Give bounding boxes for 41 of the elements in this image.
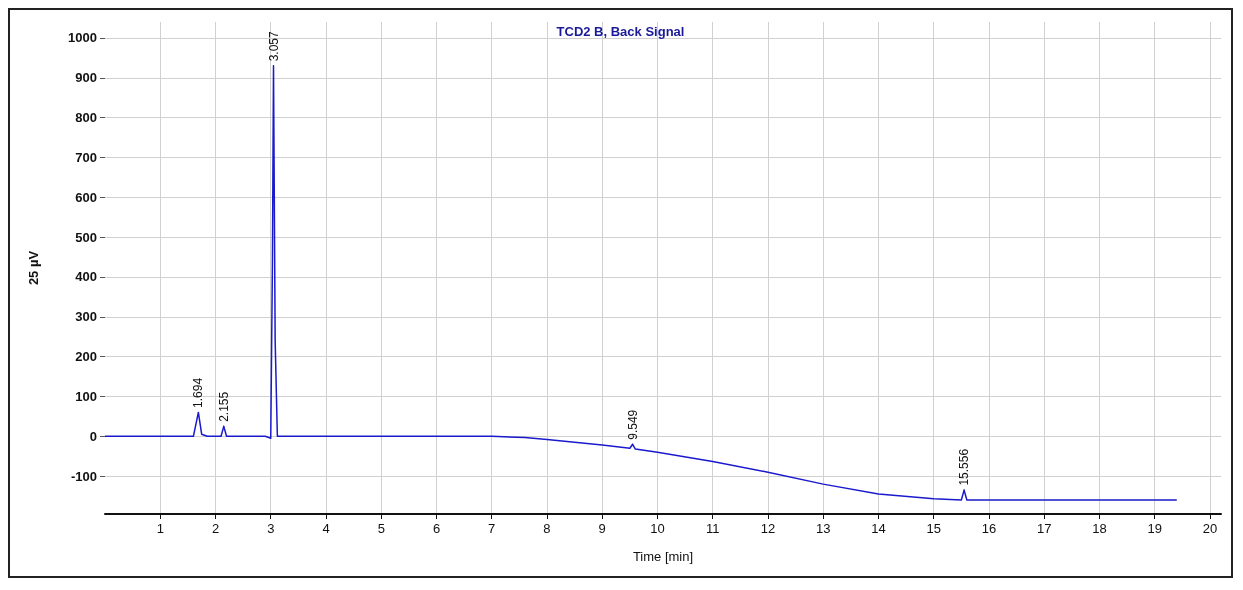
x-tick-label: 14 (871, 521, 886, 536)
annotation: 9.549 (625, 409, 640, 440)
x-tick-label: 19 (1147, 521, 1162, 536)
y-tick-label: 200 (75, 349, 97, 365)
x-tick-label: 1 (156, 521, 164, 536)
x-tick-label: 20 (1202, 521, 1218, 536)
annotation: 2.155 (216, 391, 231, 422)
x-tick-label: 10 (650, 521, 665, 536)
x-tick-label: 12 (760, 521, 776, 536)
x-tick-label: 6 (432, 521, 441, 536)
x-tick-label: 5 (377, 521, 385, 536)
y-tick-label: 400 (75, 269, 97, 285)
x-tick-label: 16 (981, 521, 997, 536)
x-tick-label: 7 (488, 521, 496, 536)
annotation: 15.556 (957, 448, 972, 486)
x-tick-label: 9 (598, 521, 606, 536)
line-series (104, 65, 1178, 501)
y-tick-label: 900 (75, 70, 97, 86)
y-tick-label: 800 (75, 110, 97, 126)
x-tick-label: 17 (1036, 521, 1052, 536)
y-tick-label: 100 (75, 388, 97, 404)
x-tick-label: 15 (926, 521, 941, 536)
y-tick-label: -100 (70, 468, 97, 484)
y-tick-label: 600 (75, 189, 97, 205)
annotation: 3.057 (266, 30, 281, 62)
x-tick-label: 2 (211, 521, 220, 536)
x-tick-label: 3 (267, 521, 275, 536)
y-tick-label: 700 (75, 149, 97, 165)
y-axis-title: 25 µV (26, 250, 41, 286)
x-tick-label: 11 (705, 521, 720, 536)
y-tick-label: 0 (89, 428, 97, 444)
x-axis-title: Time [min] (632, 549, 694, 564)
y-tick-label: 1000 (68, 30, 97, 46)
y-tick-label: 300 (75, 309, 97, 325)
x-tick-label: 13 (815, 521, 831, 536)
x-tick-label: 18 (1092, 521, 1107, 536)
chart-title: TCD2 B, Back Signal (556, 24, 685, 39)
x-tick-label: 4 (322, 521, 330, 536)
y-tick-label: 500 (75, 229, 97, 245)
annotation: 1.694 (191, 377, 206, 408)
x-tick-label: 8 (543, 521, 551, 536)
